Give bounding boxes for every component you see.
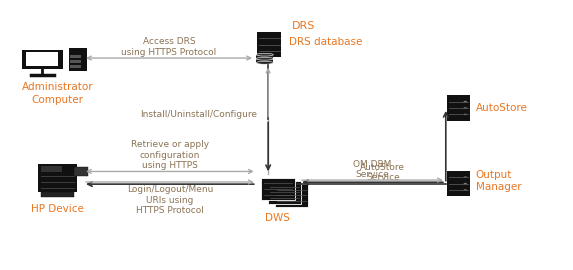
Bar (26, 52, 58, 66)
Ellipse shape (256, 53, 273, 56)
Bar (22, 50, 63, 69)
Text: DRS: DRS (292, 21, 316, 31)
Bar (41, 192, 74, 197)
Text: Access DRS
using HTTPS Protocol: Access DRS using HTTPS Protocol (121, 37, 217, 57)
Text: DWS: DWS (265, 213, 291, 223)
Text: Login/Logout/Menu
URIs using
HTTPS Protocol: Login/Logout/Menu URIs using HTTPS Proto… (127, 185, 213, 215)
Text: OM DBM
Service: OM DBM Service (354, 160, 391, 179)
Bar (41, 166, 62, 172)
Ellipse shape (256, 57, 273, 60)
Bar (257, 32, 281, 58)
Bar (70, 60, 81, 63)
Bar (70, 55, 81, 58)
Bar (69, 48, 87, 71)
Text: DRS database: DRS database (289, 37, 362, 47)
Text: HP Device: HP Device (31, 204, 84, 214)
Circle shape (464, 189, 467, 191)
Bar (275, 184, 308, 207)
Bar (38, 164, 77, 192)
Text: Output
Manager: Output Manager (476, 170, 521, 192)
Bar (261, 178, 295, 200)
Bar (256, 55, 273, 63)
Bar (70, 65, 81, 68)
Bar (447, 95, 470, 121)
Text: Administrator
Computer: Administrator Computer (22, 82, 93, 105)
Circle shape (464, 183, 467, 184)
Ellipse shape (256, 61, 273, 64)
Circle shape (464, 114, 467, 115)
Bar (74, 167, 88, 176)
Text: AutoStore: AutoStore (476, 103, 528, 113)
Circle shape (464, 107, 467, 109)
Bar (447, 171, 470, 197)
Circle shape (464, 176, 467, 178)
Text: AutoStore
Service: AutoStore Service (360, 163, 405, 182)
Bar (268, 181, 301, 204)
Text: Install/Uninstall/Configure: Install/Uninstall/Configure (140, 110, 257, 119)
Text: Retrieve or apply
configuration
using HTTPS: Retrieve or apply configuration using HT… (131, 140, 209, 170)
Circle shape (464, 101, 467, 102)
